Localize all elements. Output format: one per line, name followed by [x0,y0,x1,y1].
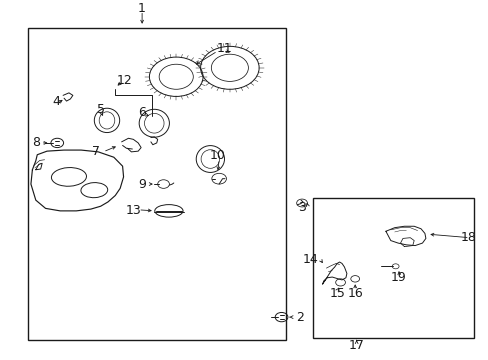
Text: 3: 3 [298,201,306,214]
Text: 9: 9 [138,178,146,191]
Text: 19: 19 [389,271,405,284]
Text: 11: 11 [217,42,232,55]
Text: 6: 6 [138,106,146,119]
Text: 4: 4 [53,95,61,108]
Text: 17: 17 [348,339,364,352]
Text: 8: 8 [32,136,40,149]
Text: 18: 18 [459,231,475,244]
Text: 13: 13 [126,204,142,217]
Text: 2: 2 [295,311,303,324]
Text: 15: 15 [328,287,345,300]
Text: 16: 16 [346,287,362,300]
Bar [312,198,473,338]
Text: 12: 12 [117,74,133,87]
Text: 14: 14 [302,253,318,266]
Text: 7: 7 [92,145,100,158]
Text: 10: 10 [209,149,225,162]
Text: 5: 5 [97,103,104,116]
Bar [27,28,285,339]
Text: 1: 1 [138,2,146,15]
